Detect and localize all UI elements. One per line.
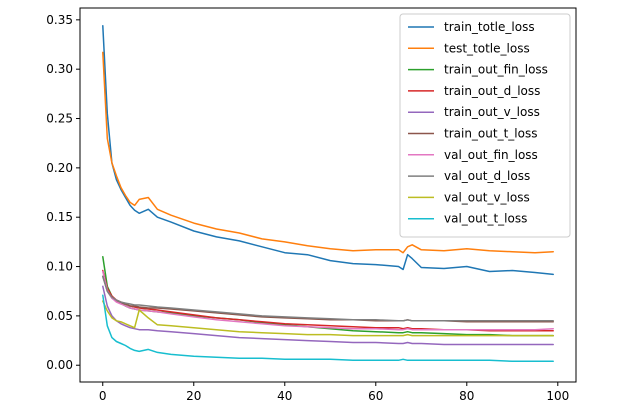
x-tick-label: 100 xyxy=(546,389,569,403)
y-tick-label: 0.30 xyxy=(46,62,73,76)
y-axis: 0.00 0.05 0.10 0.15 0.20 0.25 0.30 0.35 xyxy=(46,13,80,372)
y-tick-label: 0.35 xyxy=(46,13,73,27)
legend-label: val_out_fin_loss xyxy=(444,148,538,162)
legend-label: train_out_fin_loss xyxy=(444,63,548,77)
legend-label: train_out_v_loss xyxy=(444,105,540,119)
series-line-val-out-v-loss xyxy=(102,300,554,337)
legend-label: train_out_t_loss xyxy=(444,127,537,141)
series-line-val-out-fin-loss xyxy=(102,270,554,331)
x-tick-label: 60 xyxy=(368,389,383,403)
y-tick-label: 0.20 xyxy=(46,161,73,175)
legend-label: val_out_d_loss xyxy=(444,169,530,183)
series-line-val-out-d-loss xyxy=(102,275,554,322)
y-tick-label: 0.05 xyxy=(46,309,73,323)
legend-label: val_out_t_loss xyxy=(444,212,527,226)
series-line-train-totle-loss xyxy=(102,25,554,276)
x-tick-label: 40 xyxy=(277,389,292,403)
plot-frame xyxy=(79,7,577,383)
series-layer xyxy=(102,25,554,363)
y-tick-label: 0.10 xyxy=(46,260,73,274)
series-line-train-out-v-loss xyxy=(102,285,554,346)
y-tick-label: 0.00 xyxy=(46,358,73,372)
x-tick-label: 20 xyxy=(186,389,201,403)
legend-box xyxy=(399,13,571,238)
legend-label: train_out_d_loss xyxy=(444,84,540,98)
legend-label: test_totle_loss xyxy=(444,41,530,55)
x-tick-label: 0 xyxy=(99,389,107,403)
series-line-test-totle-loss xyxy=(102,51,554,254)
series-line-val-out-t-loss xyxy=(102,294,554,363)
legend-label: train_totle_loss xyxy=(444,20,535,34)
legend-label: val_out_v_loss xyxy=(444,190,530,204)
y-tick-label: 0.15 xyxy=(46,210,73,224)
legend: train_totle_loss test_totle_loss train_out… xyxy=(399,13,571,238)
x-axis: 0 20 40 60 80 100 xyxy=(99,382,569,403)
x-tick-label: 80 xyxy=(459,389,474,403)
y-tick-label: 0.25 xyxy=(46,112,73,126)
